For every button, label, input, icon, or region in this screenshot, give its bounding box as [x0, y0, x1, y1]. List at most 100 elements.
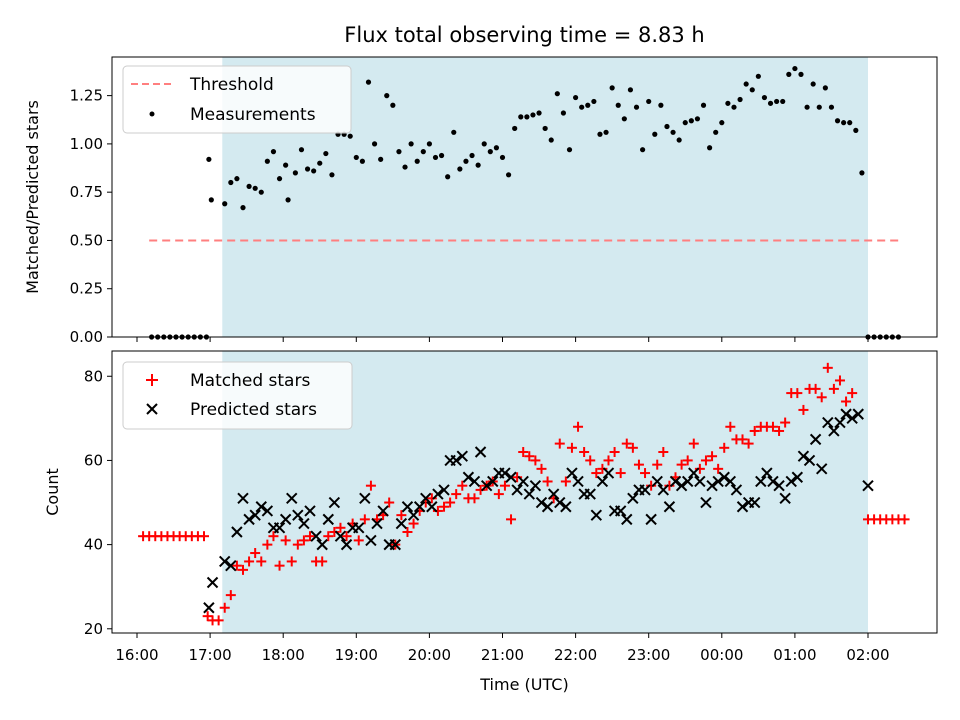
matched-star-point — [646, 480, 657, 491]
top-y-tick-label: 0.50 — [70, 231, 103, 249]
x-tick-label: 21:00 — [481, 646, 524, 664]
measurement-point — [621, 116, 627, 122]
predicted-star-point — [834, 416, 846, 429]
predicted-star-point — [292, 509, 304, 521]
matched-star-point — [274, 560, 285, 571]
matched-star-point — [664, 480, 675, 491]
predicted-star-point — [371, 517, 383, 530]
matched-star-point — [694, 463, 705, 474]
x-tick-label: 00:00 — [700, 646, 743, 664]
predicted-star-point — [432, 488, 444, 500]
measurement-point — [292, 170, 298, 176]
measurement-point — [792, 65, 798, 72]
matched-star-point — [841, 396, 852, 407]
predicted-star-point — [700, 496, 712, 509]
predicted-star-point — [273, 522, 286, 534]
top-data-layer — [149, 65, 902, 340]
predicted-star-point — [785, 475, 797, 488]
measurement-point — [853, 127, 859, 133]
matched-star-point — [237, 564, 248, 575]
measurement-point — [822, 85, 828, 91]
matched-star-point — [725, 421, 736, 432]
matched-star-point — [591, 468, 602, 479]
predicted-star-point — [724, 475, 737, 488]
measurement-point — [566, 147, 573, 153]
measurement-point — [682, 120, 688, 126]
matched-star-point — [828, 383, 839, 394]
measurement-point — [329, 172, 335, 178]
predicted-star-point — [566, 467, 578, 479]
predicted-star-point — [420, 492, 432, 505]
predicted-star-point — [584, 488, 596, 500]
predicted-star-point — [310, 530, 322, 542]
matched-star-point — [780, 417, 791, 428]
measurement-point — [786, 71, 792, 77]
matched-star-point — [536, 463, 547, 474]
measurement-point — [240, 205, 246, 211]
measurement-point — [755, 73, 761, 79]
predicted-star-point — [407, 509, 420, 521]
matched-star-point — [329, 526, 340, 537]
measurement-point — [420, 149, 426, 155]
bottom-y-axis-label: Count — [43, 468, 62, 516]
measurement-point — [804, 104, 810, 110]
top-y-axis: 0.00 0.25 0.50 0.75 1.00 1.25 — [70, 87, 112, 346]
matched-star-point — [743, 438, 754, 449]
top-y-tick-label: 0.00 — [70, 328, 103, 346]
measurement-point — [615, 102, 621, 108]
measurement-point — [542, 125, 548, 132]
measurement-point — [493, 145, 500, 151]
measurement-point — [408, 141, 414, 147]
predicted-star-point — [261, 505, 274, 517]
predicted-star-point — [255, 501, 267, 513]
predicted-star-point — [395, 517, 408, 530]
measurement-point — [481, 141, 487, 147]
matched-star-point — [445, 497, 456, 508]
measurement-point — [597, 131, 603, 137]
matched-star-point — [384, 497, 395, 508]
x-axis-label: Time (UTC) — [479, 675, 568, 694]
predicted-star-point — [450, 454, 462, 467]
predicted-star-point — [681, 475, 694, 488]
matched-star-point — [609, 447, 620, 458]
matched-star-point — [469, 493, 480, 504]
bottom-legend-box — [122, 361, 353, 430]
matched-star-point — [506, 514, 517, 525]
predicted-star-point — [316, 538, 328, 551]
measurement-point — [841, 120, 847, 126]
matched-star-point — [573, 421, 584, 432]
measurement-point — [798, 71, 804, 77]
measurement-point — [560, 110, 567, 116]
top-legend-box — [122, 65, 352, 134]
matched-star-point — [810, 383, 821, 394]
measurement-point — [353, 154, 359, 161]
x-tick-label: 23:00 — [627, 646, 670, 664]
bottom-y-tick-label: 60 — [84, 451, 103, 469]
predicted-star-point — [413, 501, 426, 513]
predicted-star-point — [535, 496, 548, 509]
matched-star-point — [700, 455, 711, 466]
chart-title: Flux total observing time = 8.83 h — [344, 23, 704, 47]
predicted-star-point — [547, 488, 560, 500]
matched-star-point — [603, 455, 614, 466]
matched-star-point — [749, 425, 760, 436]
predicted-star-point — [401, 501, 414, 513]
predicted-star-point — [767, 475, 779, 488]
predicted-star-point — [645, 513, 657, 526]
matched-star-point — [615, 468, 626, 479]
predicted-star-point — [529, 479, 542, 492]
matched-star-point — [798, 404, 809, 415]
measurement-point — [828, 104, 835, 110]
measurement-point — [579, 104, 585, 110]
measurement-point — [402, 164, 408, 170]
bottom-panel: 20 40 60 80 16:00 17:00 18:00 19:00 20:00 21:00 2… — [43, 350, 938, 694]
predicted-star-point — [389, 538, 401, 551]
measurement-point — [676, 137, 682, 143]
measurement-point — [378, 156, 384, 162]
matched-star-point — [579, 447, 590, 458]
measurement-point — [317, 160, 323, 166]
measurement-point — [591, 98, 597, 105]
predicted-star-point — [206, 576, 219, 589]
matched-star-point — [231, 560, 242, 571]
